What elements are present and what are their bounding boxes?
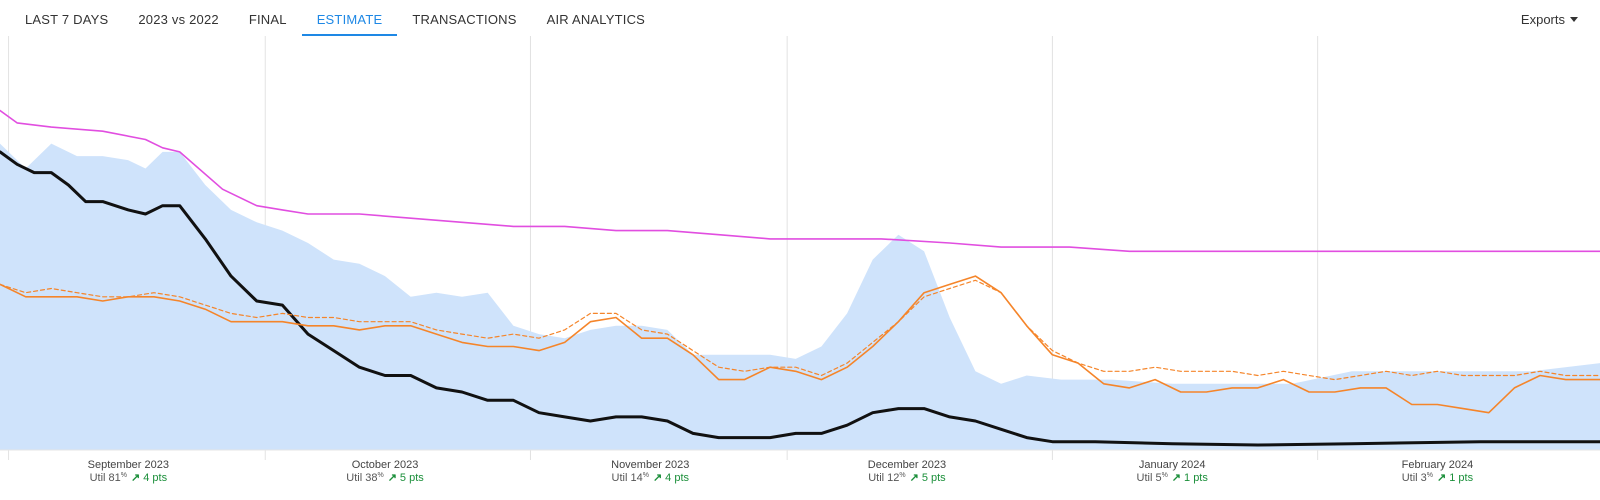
util-change: 4 pts	[665, 472, 689, 484]
month-util-label: Util 5% ↗ 1 pts	[1137, 472, 1209, 484]
trend-up-icon: ↗	[910, 472, 919, 484]
tab-bar: LAST 7 DAYS 2023 vs 2022 FINAL ESTIMATE …	[0, 0, 1600, 37]
month-tick-label: December 2023	[868, 459, 946, 471]
month-util-label: Util 14% ↗ 4 pts	[612, 472, 690, 484]
month-tick-label: January 2024	[1139, 459, 1206, 471]
util-value: Util 12	[868, 472, 899, 484]
tab-last-7-days[interactable]: LAST 7 DAYS	[25, 12, 109, 27]
util-change: 5 pts	[922, 472, 946, 484]
trend-up-icon: ↗	[1172, 472, 1181, 484]
util-percent-sign: %	[121, 472, 127, 479]
exports-dropdown[interactable]: Exports	[1521, 0, 1578, 36]
tab-estimate[interactable]: ESTIMATE	[301, 0, 398, 36]
tab-2023-vs-2022[interactable]: 2023 vs 2022	[138, 12, 219, 27]
estimate-line	[0, 275, 1600, 414]
tab-list: LAST 7 DAYS 2023 vs 2022 FINAL ESTIMATE …	[0, 0, 1600, 36]
util-value: Util 81	[90, 472, 121, 484]
month-util-label: Util 38% ↗ 5 pts	[346, 472, 424, 484]
month-util-label: Util 81% ↗ 4 pts	[90, 472, 168, 484]
util-value: Util 38	[346, 472, 377, 484]
trend-up-icon: ↗	[131, 472, 140, 484]
util-value: Util 14	[612, 472, 643, 484]
month-tick-label: November 2023	[611, 459, 689, 471]
util-percent-sign: %	[899, 472, 905, 479]
month-tick-label: February 2024	[1402, 459, 1474, 471]
caret-down-icon	[1570, 17, 1578, 22]
trend-up-icon: ↗	[653, 472, 662, 484]
trend-up-icon: ↗	[1437, 472, 1446, 484]
util-change: 1 pts	[1449, 472, 1473, 484]
last-year-line	[0, 279, 1600, 381]
util-value: Util 5	[1137, 472, 1162, 484]
util-change: 1 pts	[1184, 472, 1208, 484]
trend-up-icon: ↗	[388, 472, 397, 484]
util-percent-sign: %	[1162, 472, 1168, 479]
tab-final[interactable]: FINAL	[248, 12, 287, 27]
capacity-line	[0, 109, 1600, 253]
exports-label: Exports	[1520, 12, 1565, 27]
util-change: 5 pts	[400, 472, 424, 484]
month-util-label: Util 12% ↗ 5 pts	[868, 472, 946, 484]
util-percent-sign: %	[1427, 472, 1433, 479]
month-tick-label: October 2023	[352, 459, 419, 471]
chart-area: September 2023 Util 81% ↗ 4 pts October 2023…	[0, 36, 1600, 495]
tab-transactions[interactable]: TRANSACTIONS	[412, 12, 517, 27]
util-value: Util 3	[1402, 472, 1427, 484]
booked-line	[0, 150, 1600, 447]
tab-air-analytics[interactable]: AIR ANALYTICS	[546, 12, 646, 27]
util-percent-sign: %	[643, 472, 649, 479]
util-change: 4 pts	[143, 472, 167, 484]
month-util-label: Util 3% ↗ 1 pts	[1402, 472, 1474, 484]
forecast-range-area	[0, 143, 1600, 450]
month-tick-label: September 2023	[88, 459, 169, 471]
util-percent-sign: %	[377, 472, 383, 479]
